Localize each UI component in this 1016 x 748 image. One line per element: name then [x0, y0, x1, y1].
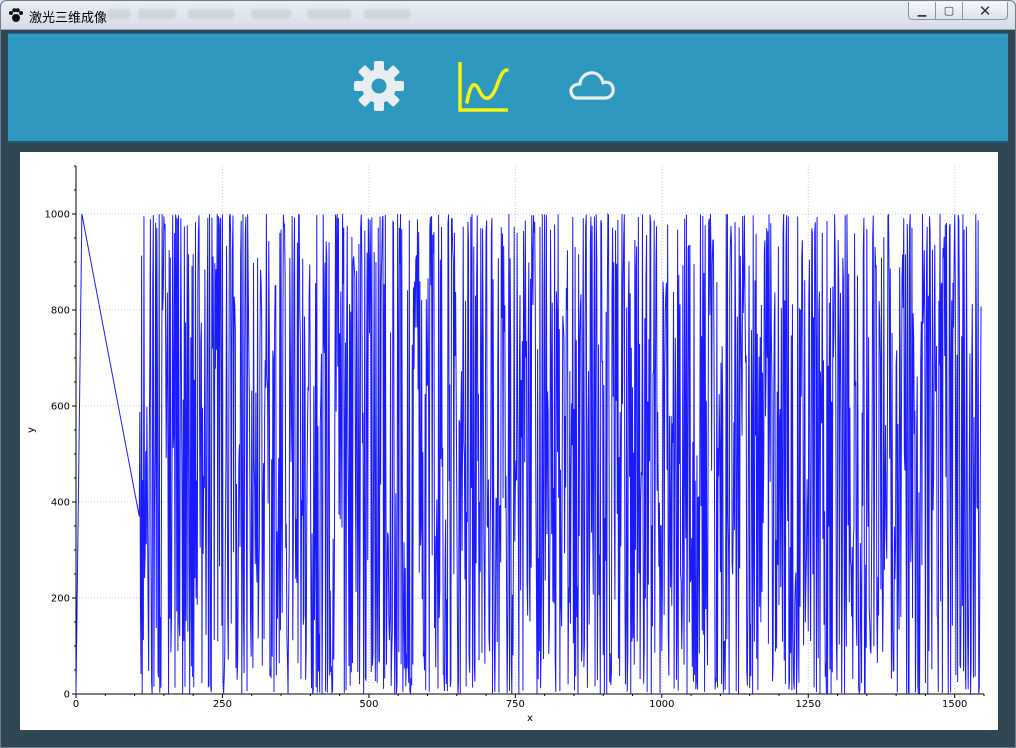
- window-title: 激光三维成像: [29, 11, 108, 26]
- y-axis-label: y: [26, 427, 37, 433]
- y-tick-label: 1000: [45, 210, 70, 221]
- line-chart[interactable]: 0 250 500 750 1000 1250 1500 0 200 400 600 800 1000 x…: [20, 152, 998, 730]
- close-icon: ✕: [978, 1, 992, 20]
- x-tick-label: 500: [359, 699, 378, 710]
- cloud-button[interactable]: [561, 58, 617, 114]
- x-axis-label: x: [527, 713, 533, 724]
- blurred-menu-item[interactable]: [188, 9, 234, 19]
- x-tick-label: 1000: [649, 699, 674, 710]
- chart-button[interactable]: [456, 58, 512, 114]
- gear-icon: [354, 61, 404, 111]
- maximize-button[interactable]: ▢: [935, 2, 963, 20]
- y-tick-label: 800: [51, 306, 70, 317]
- maximize-icon: ▢: [943, 4, 955, 17]
- y-tick-label: 600: [51, 402, 70, 413]
- blurred-menu-item[interactable]: [307, 9, 351, 19]
- x-tick-label: 1250: [796, 699, 821, 710]
- top-toolbar: [8, 33, 1008, 143]
- line-chart-icon: [458, 62, 509, 112]
- y-tick-label: 400: [51, 498, 70, 509]
- cloud-icon: [569, 71, 615, 100]
- x-tick-label: 0: [73, 699, 79, 710]
- minimize-button[interactable]: ▁: [908, 2, 936, 20]
- x-tick-label: 750: [506, 699, 525, 710]
- y-tick-label: 0: [64, 690, 70, 701]
- blurred-menu-item[interactable]: [138, 9, 176, 19]
- blurred-menu-item[interactable]: [251, 9, 291, 19]
- paw-app-icon: [9, 8, 23, 22]
- settings-button[interactable]: [351, 58, 407, 114]
- series-line: [75, 212, 982, 695]
- x-tick-label: 1500: [942, 699, 967, 710]
- minimize-icon: ▁: [917, 4, 927, 17]
- close-button[interactable]: ✕: [962, 2, 1008, 20]
- blurred-menu-item[interactable]: [108, 9, 130, 19]
- y-tick-label: 200: [51, 594, 70, 605]
- title-bar[interactable]: 激光三维成像 ▁ ▢ ✕: [1, 1, 1015, 30]
- blurred-menu-item[interactable]: [364, 9, 410, 19]
- x-tick-label: 250: [213, 699, 232, 710]
- plot-area[interactable]: 0 250 500 750 1000 1250 1500 0 200 400 600 800 1000 x…: [20, 152, 998, 730]
